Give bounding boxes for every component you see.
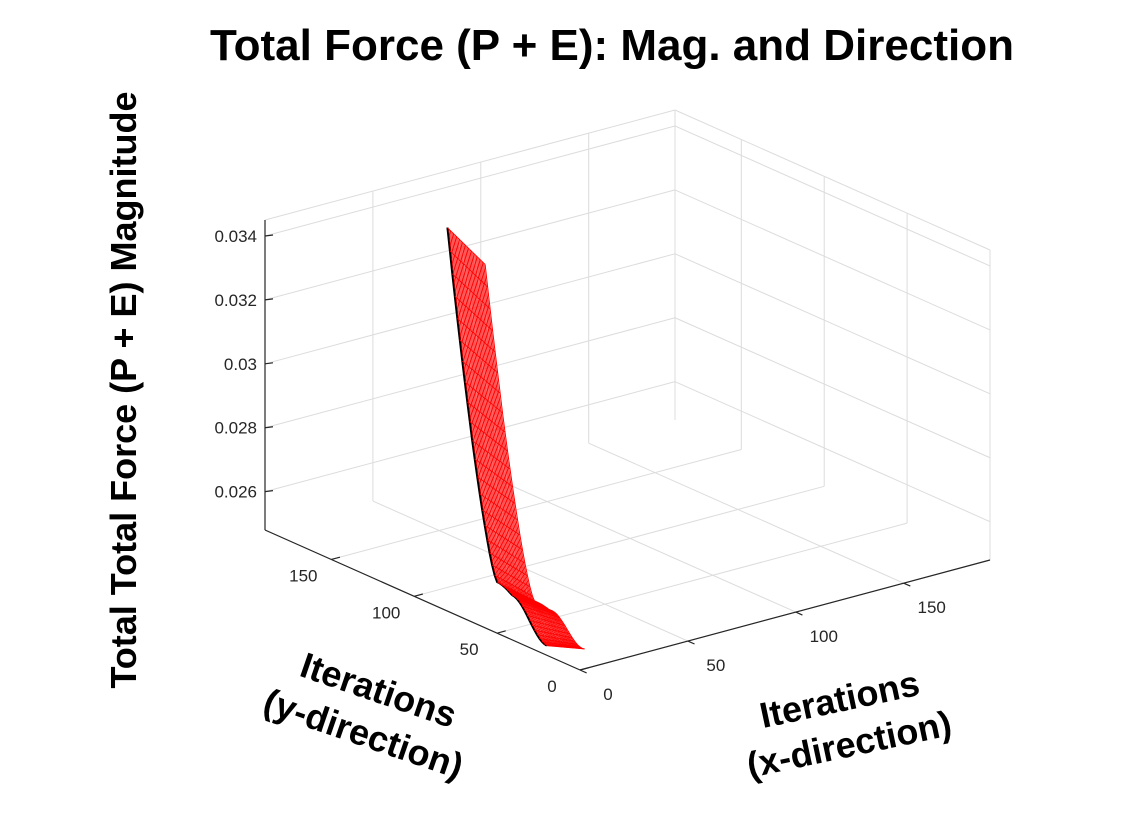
z-tick-label: 0.026 — [214, 483, 257, 502]
tick-labels: 0 50 100 150 0 50 100 150 0.026 0.028 0.03 0.032 0.0… — [214, 227, 945, 704]
surface-cross-line — [447, 227, 486, 265]
x-tick-mark — [903, 582, 911, 587]
surface-cross-line — [516, 598, 555, 613]
x-tick-label: 50 — [706, 656, 725, 675]
surface-cross-line — [546, 645, 585, 650]
grid-line-wall-z — [674, 189, 991, 331]
surface-cross-line — [484, 525, 523, 550]
y-tick-label: 0 — [547, 677, 556, 696]
grid-line-floor-y — [331, 448, 742, 560]
z-tick-label: 0.03 — [224, 355, 257, 374]
surface-cross-line — [494, 574, 533, 597]
surface-cross-line — [509, 591, 548, 609]
surface-cross-line — [474, 458, 513, 487]
y-tick-label: 150 — [289, 566, 317, 585]
x-tick-label: 0 — [603, 685, 612, 704]
surface-cross-line — [544, 643, 583, 649]
surface-cross-line — [534, 629, 573, 639]
grid-line-floor-x — [372, 500, 689, 642]
grid-line-wall-z — [674, 253, 991, 395]
surface-cross-line — [452, 273, 491, 310]
z-axis-label: Total Total Force (P + E) Magnitude — [103, 91, 144, 688]
surface-cross-line — [541, 641, 580, 648]
x-axis-label: Iterations (x-direction) — [743, 662, 955, 786]
grid-line-floor-y — [496, 522, 908, 634]
y-tick-mark — [331, 556, 341, 561]
grid-lines — [264, 109, 991, 671]
y-axis-label: Iterations (y-direction) — [259, 644, 469, 787]
surface-cross-line — [529, 619, 568, 630]
surface-cross-line — [457, 318, 496, 353]
grid-line-floor-x — [480, 471, 796, 613]
y-tick-label: 50 — [460, 640, 479, 659]
surface-cross-line — [486, 539, 526, 564]
surface-cross-line — [469, 421, 508, 452]
surface-cross-line — [459, 339, 498, 373]
surface-cross-line — [471, 440, 511, 470]
x-tick-mark — [795, 611, 803, 616]
z-tick-mark — [264, 362, 274, 365]
z-tick-mark — [264, 234, 274, 237]
grid-line-wall-z — [264, 125, 676, 237]
x-tick-mark — [687, 640, 695, 645]
y-tick-mark — [496, 630, 506, 634]
grid-line-wall-z — [264, 109, 676, 221]
z-tick-mark — [264, 426, 274, 429]
grid-line-floor-x — [588, 442, 904, 584]
surface-cross-line — [489, 552, 528, 576]
surface-cross-line — [496, 581, 536, 603]
surface-cross-line — [521, 605, 560, 619]
surface-cross-line — [539, 638, 578, 645]
surface-line — [446, 227, 548, 647]
y-tick-label: 100 — [372, 603, 400, 622]
surface-cross-line — [506, 589, 545, 607]
x-tick-label: 150 — [917, 598, 945, 617]
grid-line-wall-z — [264, 381, 676, 493]
x-tick-label: 100 — [810, 627, 838, 646]
grid-line-floor-y — [414, 485, 825, 597]
surface-cross-line — [519, 601, 558, 616]
surface-cross-line — [536, 634, 575, 642]
surface-cross-line — [531, 624, 570, 635]
surface-cross-line — [454, 296, 493, 331]
z-tick-label: 0.034 — [214, 227, 257, 246]
x-tick-mark — [579, 669, 587, 674]
z-tick-mark — [264, 298, 274, 301]
surface-cross-line — [481, 509, 521, 536]
surface-cross-line — [462, 360, 501, 394]
surface-cross-line — [449, 250, 488, 288]
y-tick-mark — [579, 667, 589, 671]
z-tick-label: 0.032 — [214, 291, 257, 310]
grid-line-wall-z — [674, 109, 991, 251]
surface-cross-line — [524, 610, 563, 622]
grid-line-wall-z — [264, 189, 676, 301]
grid-line-wall-z — [674, 125, 991, 267]
surface-cross-line — [479, 493, 518, 520]
surface-cross-line — [511, 594, 550, 611]
axes — [264, 220, 991, 674]
surface-mesh — [446, 227, 585, 650]
z-axis-label-text: Total Total Force (P + E) Magnitude — [103, 91, 144, 688]
surface-cross-line — [467, 401, 506, 433]
surface-cross-line — [526, 614, 565, 626]
grid-line-wall-z — [674, 317, 991, 459]
grid-line-wall-z — [674, 381, 991, 523]
surface-cross-line — [464, 381, 503, 414]
surface-cross-line — [476, 476, 516, 504]
y-axis-line — [264, 529, 581, 671]
chart-title: Total Force (P + E): Mag. and Direction — [210, 21, 1014, 70]
y-tick-mark — [414, 593, 423, 597]
x-axis-line — [579, 559, 991, 671]
z-tick-mark — [264, 490, 274, 493]
z-tick-label: 0.028 — [214, 419, 257, 438]
surface-cross-line — [491, 564, 531, 588]
